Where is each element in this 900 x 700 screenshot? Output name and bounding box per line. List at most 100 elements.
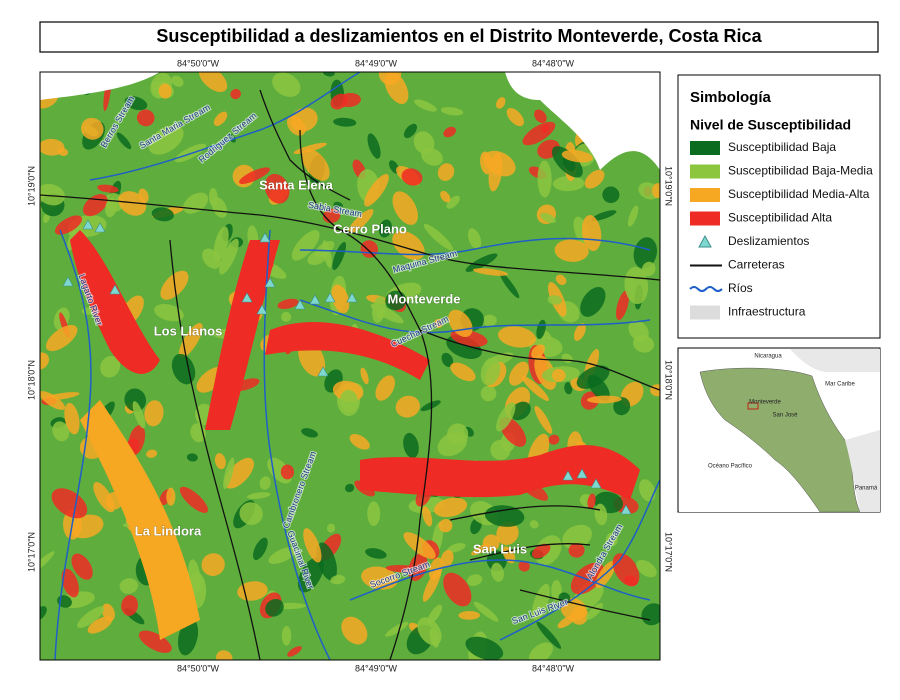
landslide [562,470,574,481]
no-data [40,72,160,100]
legend-label: Susceptibilidad Media-Alta [728,187,870,201]
landslide [346,292,358,303]
landslide [256,304,268,315]
legend-symbol [698,234,712,248]
patch [440,190,451,203]
place-label: Monteverde [388,291,461,306]
patch [326,523,336,533]
patch [581,215,602,252]
legend-swatch [690,211,720,226]
landslide [317,366,329,377]
patch [364,173,389,207]
coord-left: 10°17'0"N [26,532,36,572]
patch [297,557,324,593]
coord-bottom: 84°50'0"W [177,663,220,673]
patch [605,532,618,547]
inset-label: Océano Pacífico [708,464,753,470]
patch [100,355,121,378]
patch [166,487,176,506]
patch [239,502,263,525]
patch [403,432,419,459]
neighbor [679,349,880,372]
landslide [309,294,321,305]
patch [281,625,292,646]
inset-labels: Nicaragua Mar Caribe Monteverde San José Océ… [708,354,878,492]
patch [148,125,184,155]
patch [482,534,500,552]
patch [124,388,147,412]
patch [144,400,164,427]
patch [531,344,545,359]
patch [264,173,290,204]
legend-label: Susceptibilidad Alta [728,211,832,225]
patch [473,601,499,622]
map-frame [39,71,661,661]
patch [331,284,350,314]
legend-title: Simbología [690,89,771,106]
patch [201,553,225,576]
legend-subtitle: Nivel de Susceptibilidad [690,117,851,133]
patch [568,542,585,558]
patch [491,562,504,582]
patch [277,298,299,309]
patch [540,212,556,224]
legend-swatch [690,164,720,179]
patch [627,205,639,227]
patch [64,402,80,435]
patch [219,238,239,275]
patch [484,505,525,527]
patch [265,598,284,617]
patch [638,479,656,502]
patch [290,107,318,132]
patch [602,186,620,204]
patch [301,148,330,181]
patch [537,160,552,198]
patch [40,183,65,206]
place-label: Cerro Plano [333,221,407,236]
patch [472,268,508,276]
inset-label: San José [772,413,798,419]
patch [322,72,335,77]
patch [624,266,649,305]
patch [480,385,497,402]
legend-label: Infraestructura [728,305,806,319]
patch [179,486,209,513]
patch [586,603,604,620]
patch [403,123,418,139]
patch [230,88,241,100]
patch [554,239,589,262]
coord-right: 10°18'0"N [664,360,674,400]
patch [636,559,657,578]
patch [528,642,554,660]
hazard-band [205,240,280,430]
place-label: Santa Elena [259,177,333,192]
patch [322,240,332,268]
inset-map [679,349,880,512]
legend-label: Ríos [728,281,753,295]
coord-top: 84°48'0"W [532,58,575,68]
patch [580,287,606,317]
coord-right: 10°17'0"N [664,532,674,572]
patch [495,97,506,109]
patch [414,99,437,112]
patch [429,628,439,648]
patch [465,253,498,272]
patch [280,464,295,480]
landslides [62,219,632,515]
patch [521,375,549,401]
patch [301,428,318,438]
patch [443,126,457,138]
neighbor [845,430,880,512]
patch [401,168,423,186]
patch [440,549,454,568]
patch [77,606,105,628]
legend-swatch [690,141,720,155]
patch [259,476,271,490]
patch [506,107,524,127]
patch [482,314,497,327]
patch [330,575,346,585]
patch [171,75,184,87]
patch [54,215,83,235]
patch [440,107,464,116]
patch [154,304,184,322]
